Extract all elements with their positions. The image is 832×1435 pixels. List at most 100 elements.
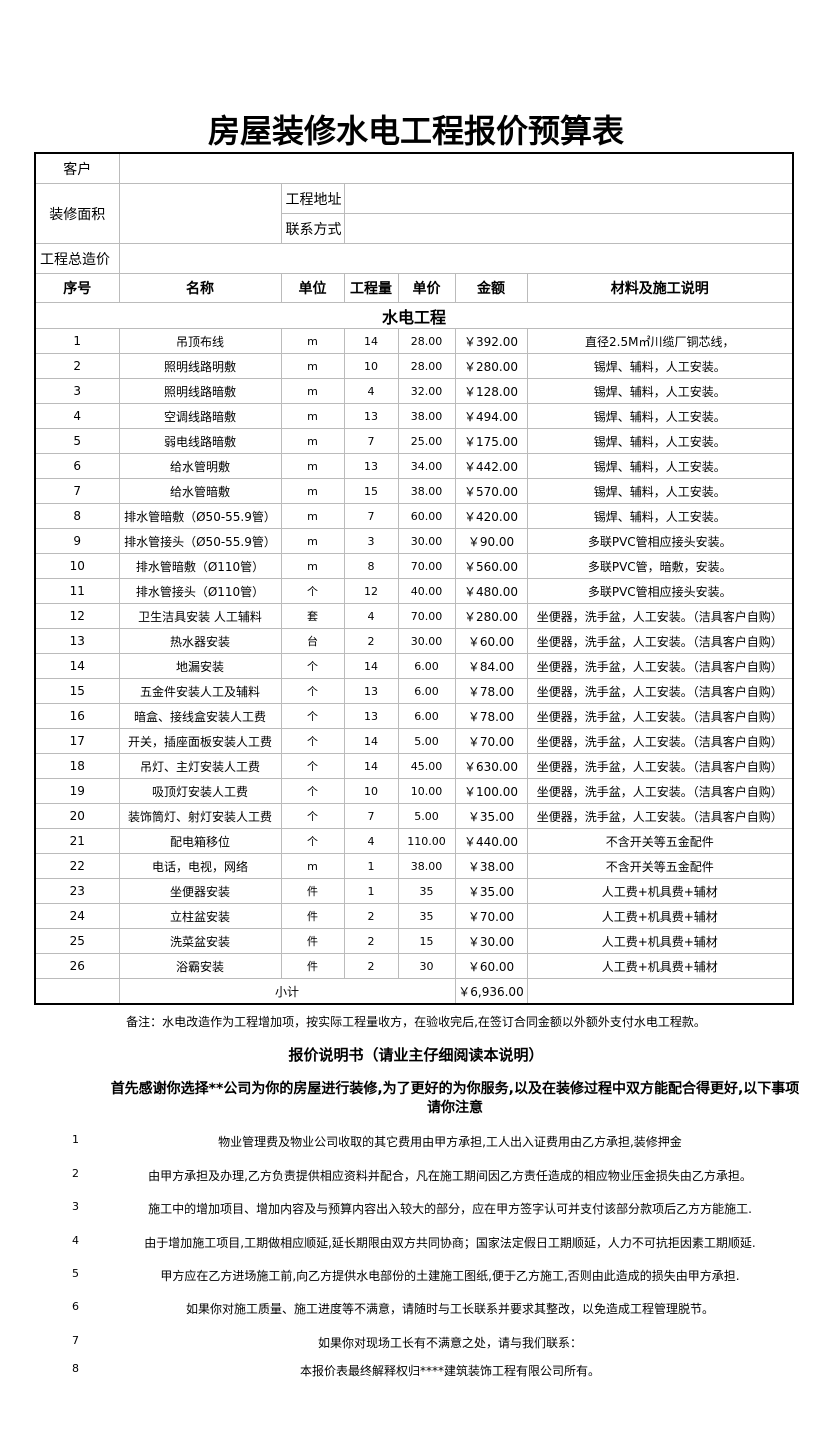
cell-seq: 18 — [34, 753, 120, 779]
cell-name: 弱电线路暗敷 — [118, 428, 282, 454]
cell-seq: 26 — [34, 953, 120, 979]
cell-name: 装饰筒灯、射灯安装人工费 — [118, 803, 282, 829]
cell-qty: 14 — [343, 653, 399, 679]
cell-desc: 坐便器，洗手盆，人工安装。（洁具客户自购） — [526, 628, 794, 654]
cell-seq: 4 — [34, 403, 120, 429]
section-row: 水电工程 — [34, 302, 794, 329]
address-value[interactable] — [343, 183, 794, 214]
cell-amount: ￥78.00 — [454, 703, 528, 729]
cell-qty: 7 — [343, 503, 399, 529]
cell-name: 吊顶布线 — [118, 328, 282, 354]
table-row: 9 排水管接头（Ø50-55.9管） m 3 30.00 ￥90.00 多联PVC管相应接头… — [34, 528, 794, 554]
cell-desc: 锡焊、辅料，人工安装。 — [526, 503, 794, 529]
cell-qty: 2 — [343, 903, 399, 929]
area-value[interactable] — [118, 183, 282, 244]
cell-amount: ￥280.00 — [454, 353, 528, 379]
subtotal-blank — [34, 978, 120, 1005]
note-text: 如果你对施工质量、施工进度等不满意，请随时与工长联系并要求其整改，以免造成工程管… — [185, 1302, 714, 1316]
cell-desc: 多联PVC管相应接头安装。 — [526, 528, 794, 554]
page-title: 房屋装修水电工程报价预算表 — [207, 112, 624, 150]
col-price: 单价 — [397, 273, 456, 303]
cell-desc: 坐便器，洗手盆，人工安装。（洁具客户自购） — [526, 703, 794, 729]
customer-value[interactable] — [118, 152, 794, 184]
cell-name: 照明线路暗敷 — [118, 378, 282, 404]
cell-name: 给水管明敷 — [118, 453, 282, 479]
subtotal-amount: ￥6,936.00 — [454, 978, 528, 1005]
cell-seq: 9 — [34, 528, 120, 554]
cell-name: 排水管接头（Ø110管） — [118, 578, 282, 604]
note-text: 物业管理费及物业公司收取的其它费用由甲方承担,工人出入证费用由乙方承担,装修押金 — [218, 1135, 682, 1149]
cell-price: 35 — [397, 903, 456, 929]
table-row: 12 卫生洁具安装 人工辅料套 4 70.00 ￥280.00 坐便器，洗手盆，人工安装。… — [34, 603, 794, 629]
cell-qty: 15 — [343, 478, 399, 504]
cell-price: 28.00 — [397, 328, 456, 354]
cell-unit: 个 — [280, 828, 345, 854]
col-amount: 金额 — [454, 273, 528, 303]
note-text: 如果你对现场工长有不满意之处，请与我们联系： — [317, 1336, 582, 1350]
cell-unit: 套 — [280, 603, 345, 629]
cell-unit: m — [280, 328, 345, 354]
table-row: 21 配电箱移位个 4 110.00 ￥440.00 不含开关等五金配件 — [34, 828, 794, 854]
cell-name: 给水管暗敷 — [118, 478, 282, 504]
cell-amount: ￥560.00 — [454, 553, 528, 579]
cell-amount: ￥78.00 — [454, 678, 528, 704]
total-value[interactable] — [118, 243, 794, 274]
subtotal-desc — [526, 978, 794, 1005]
cell-price: 40.00 — [397, 578, 456, 604]
cell-name: 卫生洁具安装 人工辅料 — [118, 603, 282, 629]
cell-price: 38.00 — [397, 478, 456, 504]
customer-label: 客户 — [34, 152, 120, 184]
cell-qty: 13 — [343, 703, 399, 729]
cell-amount: ￥35.00 — [454, 878, 528, 904]
cell-price: 30.00 — [397, 628, 456, 654]
cell-unit: 个 — [280, 778, 345, 804]
cell-amount: ￥280.00 — [454, 603, 528, 629]
cell-amount: ￥90.00 — [454, 528, 528, 554]
cell-amount: ￥630.00 — [454, 753, 528, 779]
table-row: 19 吸顶灯安装人工费个 10 10.00 ￥100.00 坐便器，洗手盆，人工安装。（洁… — [34, 778, 794, 804]
cell-seq: 21 — [34, 828, 120, 854]
cell-name: 立柱盆安装 — [118, 903, 282, 929]
cell-qty: 3 — [343, 528, 399, 554]
cell-unit: m — [280, 853, 345, 879]
cell-name: 照明线路明敷 — [118, 353, 282, 379]
cell-unit: m — [280, 428, 345, 454]
cell-qty: 1 — [343, 878, 399, 904]
cell-desc: 锡焊、辅料，人工安装。 — [526, 378, 794, 404]
cell-qty: 10 — [343, 778, 399, 804]
note-text: 本报价表最终解释权归****建筑装饰工程有限公司所有。 — [299, 1364, 600, 1378]
cell-amount: ￥60.00 — [454, 628, 528, 654]
cell-seq: 17 — [34, 728, 120, 754]
col-seq: 序号 — [34, 273, 120, 303]
col-qty: 工程量 — [343, 273, 399, 303]
table-row: 25 洗菜盆安装件 2 15 ￥30.00 人工费+机具费+辅材 — [34, 928, 794, 954]
contact-value[interactable] — [343, 213, 794, 244]
cell-seq: 15 — [34, 678, 120, 704]
note-text: 施工中的增加项目、增加内容及与预算内容出入较大的部分，应在甲方签字认可并支付该部… — [148, 1202, 752, 1216]
cell-price: 34.00 — [397, 453, 456, 479]
cell-price: 10.00 — [397, 778, 456, 804]
cell-amount: ￥128.00 — [454, 378, 528, 404]
cell-qty: 8 — [343, 553, 399, 579]
cell-price: 6.00 — [397, 703, 456, 729]
cell-name: 五金件安装人工及辅料 — [118, 678, 282, 704]
table-row: 11 排水管接头（Ø110管）个 12 40.00 ￥480.00 多联PVC管相应接头安… — [34, 578, 794, 604]
cell-name: 开关，插座面板安装人工费 — [118, 728, 282, 754]
cell-desc: 坐便器，洗手盆，人工安装。（洁具客户自购） — [526, 778, 794, 804]
cell-seq: 23 — [34, 878, 120, 904]
contact-row: 联系方式 — [35, 213, 794, 244]
cell-desc: 人工费+机具费+辅材 — [526, 903, 794, 929]
cell-seq: 3 — [34, 378, 120, 404]
cell-qty: 2 — [343, 628, 399, 654]
cell-qty: 12 — [343, 578, 399, 604]
area-label: 装修面积 — [34, 183, 120, 244]
table-row: 1 吊顶布线 m 14 28.00 ￥392.00 直径2.5M㎡川缆厂铜芯线， — [34, 328, 794, 354]
cell-desc: 坐便器，洗手盆，人工安装。（洁具客户自购） — [526, 803, 794, 829]
cell-qty: 13 — [343, 403, 399, 429]
subtotal-row: 小计 ￥6,936.00 — [34, 978, 794, 1005]
cell-amount: ￥440.00 — [454, 828, 528, 854]
cell-price: 60.00 — [397, 503, 456, 529]
table-row: 14 地漏安装个 14 6.00 ￥84.00 坐便器，洗手盆，人工安装。（洁具客户自购） — [34, 653, 794, 679]
table-row: 16 暗盒、接线盒安装人工费个 13 6.00 ￥78.00 坐便器，洗手盆，人工安装。（… — [34, 703, 794, 729]
cell-unit: m — [280, 378, 345, 404]
